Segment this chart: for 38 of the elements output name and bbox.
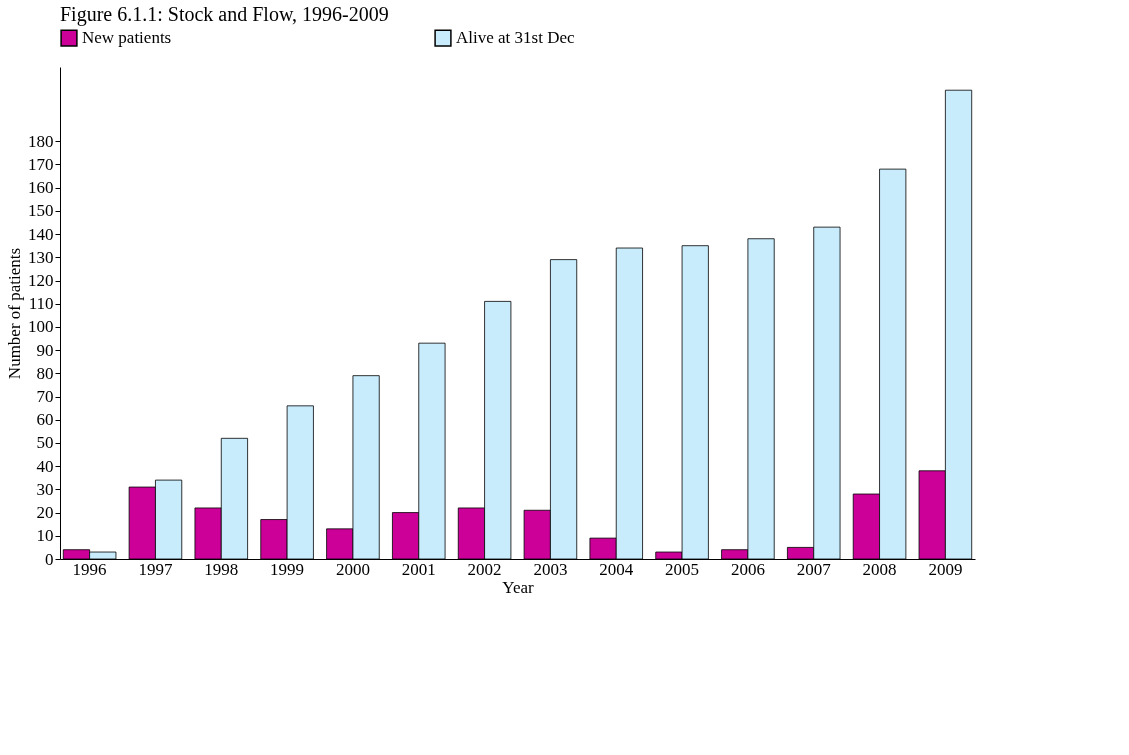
x-tick-label: 2004 — [599, 559, 634, 579]
y-tick-label: 90 — [36, 340, 54, 360]
y-tick-label: 130 — [28, 247, 54, 267]
y-axis-title: Number of patients — [5, 247, 24, 380]
x-tick-label: 1999 — [270, 559, 305, 579]
y-tick-label: 0 — [45, 549, 54, 569]
x-tick-label: 2000 — [335, 559, 370, 579]
legend-label: New patients — [82, 28, 172, 48]
y-tick-label: 170 — [28, 154, 54, 174]
x-tick-label: 2006 — [730, 559, 765, 579]
y-tick-label: 110 — [28, 294, 54, 314]
y-tick-label: 180 — [28, 131, 54, 151]
y-tick-label: 70 — [36, 387, 54, 407]
x-axis-title: Year — [502, 577, 534, 597]
legend-label: Alive at 31st Dec — [456, 28, 575, 48]
y-tick-label: 50 — [36, 433, 54, 453]
y-tick-label: 20 — [36, 503, 54, 523]
chart-title: Figure 6.1.1: Stock and Flow, 1996-2009 — [60, 3, 389, 26]
y-tick-label: 40 — [36, 456, 54, 476]
y-tick-label: 160 — [28, 178, 54, 198]
x-tick-label: 2002 — [467, 559, 502, 579]
x-tick-label: 1997 — [138, 559, 173, 579]
x-tick-label: 2009 — [928, 559, 963, 579]
x-tick-label: 2001 — [401, 559, 436, 579]
x-tick-label: 2005 — [665, 559, 700, 579]
x-tick-label: 1998 — [204, 559, 239, 579]
x-tick-label: 2008 — [862, 559, 897, 579]
x-tick-label: 1996 — [72, 559, 107, 579]
y-tick-label: 120 — [28, 271, 54, 291]
x-tick-label: 2003 — [533, 559, 568, 579]
y-tick-label: 100 — [28, 317, 54, 337]
y-tick-label: 10 — [36, 526, 54, 546]
y-tick-label: 30 — [36, 479, 54, 499]
y-tick-label: 150 — [28, 201, 54, 221]
y-tick-label: 140 — [28, 224, 54, 244]
y-tick-label: 60 — [36, 410, 54, 430]
x-tick-label: 2007 — [796, 559, 832, 579]
y-tick-label: 80 — [36, 363, 54, 383]
